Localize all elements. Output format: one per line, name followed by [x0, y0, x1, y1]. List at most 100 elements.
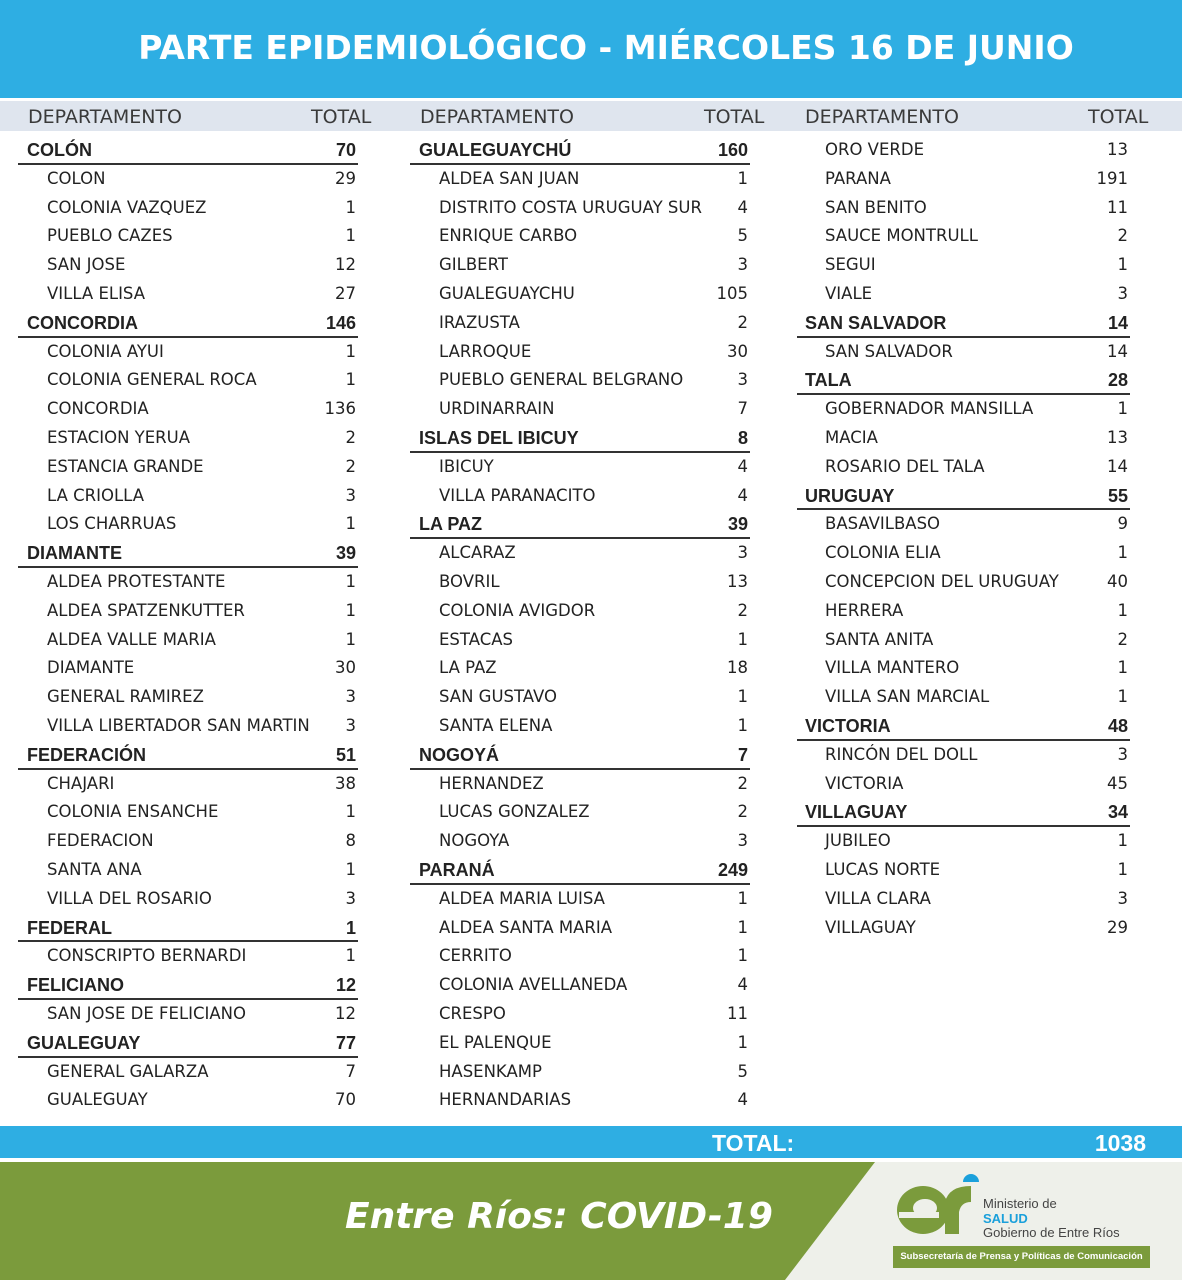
divider: [410, 537, 750, 540]
locality-total: 4: [737, 975, 749, 995]
department-row: ISLAS DEL IBICUY 8: [410, 424, 750, 453]
locality-row: GENERAL GALARZA 7: [18, 1058, 358, 1087]
department-row: SAN SALVADOR 14: [797, 309, 1130, 338]
locality-total: 3: [737, 831, 749, 851]
locality-name: CONSCRIPTO BERNARDI: [47, 946, 247, 966]
department-name: FEDERAL: [27, 917, 112, 938]
department-row: PARANÁ 249: [410, 856, 750, 885]
department-name: CONCORDIA: [27, 312, 138, 333]
locality-row: COLONIA VAZQUEZ 1: [18, 194, 358, 223]
locality-total: 3: [737, 543, 749, 563]
locality-name: ORO VERDE: [825, 140, 924, 159]
locality-total: 29: [335, 168, 356, 188]
locality-name: ALDEA SANTA MARIA: [439, 917, 613, 937]
locality-name: DIAMANTE: [47, 658, 135, 678]
locality-row: ALDEA SANTA MARIA 1: [410, 914, 750, 943]
divider: [410, 450, 750, 453]
locality-name: RINCÓN DEL DOLL: [825, 744, 978, 764]
divider: [18, 767, 358, 770]
locality-total: 13: [1107, 140, 1128, 159]
locality-row: SEGUI 1: [797, 251, 1130, 280]
department-name: TALA: [805, 370, 852, 391]
footer-green-panel: [0, 1162, 875, 1280]
locality-row: CONSCRIPTO BERNARDI 1: [18, 942, 358, 971]
locality-name: VILLA CLARA: [825, 888, 931, 908]
locality-name: COLON: [47, 168, 106, 188]
locality-row: DISTRITO COSTA URUGUAY SUR 4: [410, 194, 750, 223]
department-total: 14: [1107, 312, 1128, 333]
locality-total: 14: [1107, 456, 1128, 476]
locality-total: 12: [335, 1003, 356, 1023]
locality-row: NOGOYA 3: [410, 827, 750, 856]
locality-name: ESTANCIA GRANDE: [47, 456, 204, 476]
locality-name: EL PALENQUE: [439, 1032, 552, 1052]
locality-total: 3: [737, 370, 749, 390]
department-name: GUALEGUAYCHÚ: [419, 140, 572, 160]
locality-total: 29: [1107, 917, 1128, 937]
locality-total: 1: [345, 629, 357, 649]
locality-total: 105: [716, 283, 749, 303]
header-departamento: DEPARTAMENTO: [805, 106, 959, 128]
locality-name: ALDEA VALLE MARIA: [47, 629, 216, 649]
locality-name: ALDEA PROTESTANTE: [47, 571, 226, 591]
department-total: 48: [1107, 715, 1128, 736]
locality-total: 30: [727, 341, 748, 361]
locality-name: SAN GUSTAVO: [439, 687, 558, 707]
locality-row: SANTA ELENA 1: [410, 712, 750, 741]
locality-row: COLON 29: [18, 165, 358, 194]
department-row: FEDERAL 1: [18, 914, 358, 943]
locality-name: LA PAZ: [439, 658, 497, 678]
locality-row: VILLA CLARA 3: [797, 885, 1130, 914]
locality-row: EL PALENQUE 1: [410, 1029, 750, 1058]
locality-total: 13: [727, 571, 748, 591]
locality-row: IRAZUSTA 2: [410, 309, 750, 338]
locality-row: CERRITO 1: [410, 942, 750, 971]
locality-total: 1: [737, 946, 749, 966]
total-label: TOTAL:: [712, 1130, 795, 1156]
department-row: NOGOYÁ 7: [410, 741, 750, 770]
locality-name: VICTORIA: [825, 773, 904, 793]
locality-total: 3: [345, 888, 357, 908]
locality-total: 2: [737, 312, 749, 332]
locality-total: 1: [737, 715, 749, 735]
locality-row: ORO VERDE 13: [797, 136, 1130, 165]
department-row: GUALEGUAYCHÚ 160: [410, 136, 750, 165]
department-total: 146: [325, 312, 356, 333]
locality-total: 2: [345, 427, 357, 447]
locality-total: 1: [1117, 687, 1129, 707]
locality-row: LARROQUE 30: [410, 338, 750, 367]
locality-total: 1: [737, 917, 749, 937]
locality-name: HERNANDARIAS: [439, 1090, 572, 1110]
locality-total: 3: [1117, 744, 1129, 764]
department-name: GUALEGUAY: [27, 1032, 141, 1053]
locality-total: 18: [727, 658, 748, 678]
total-bar: TOTAL: 1038: [0, 1126, 1182, 1158]
divider: [18, 162, 358, 165]
locality-name: VILLA SAN MARCIAL: [825, 687, 990, 707]
locality-name: LUCAS GONZALEZ: [439, 802, 590, 822]
department-total: 55: [1107, 485, 1128, 506]
locality-name: ESTACAS: [439, 629, 513, 649]
ministerio-label: Ministerio de: [983, 1196, 1057, 1211]
locality-row: FEDERACION 8: [18, 827, 358, 856]
locality-name: CHAJARI: [47, 773, 115, 793]
locality-row: COLONIA GENERAL ROCA 1: [18, 366, 358, 395]
locality-row: LOS CHARRUAS 1: [18, 510, 358, 539]
locality-row: SANTA ANITA 2: [797, 626, 1130, 655]
footer: Entre Ríos: COVID-19 Ministerio de SALUD…: [0, 1162, 1182, 1280]
locality-row: CONCEPCION DEL URUGUAY 40: [797, 568, 1130, 597]
locality-total: 2: [1117, 226, 1129, 246]
locality-row: ESTACION YERUA 2: [18, 424, 358, 453]
locality-name: GENERAL RAMIREZ: [47, 687, 204, 707]
locality-total: 136: [324, 399, 357, 419]
locality-row: PUEBLO CAZES 1: [18, 222, 358, 251]
locality-total: 2: [345, 456, 357, 476]
locality-name: SANTA ANITA: [825, 629, 934, 649]
divider: [797, 825, 1130, 828]
locality-row: SAN SALVADOR 14: [797, 338, 1130, 367]
locality-row: LA PAZ 18: [410, 654, 750, 683]
locality-name: COLONIA AVELLANEDA: [439, 975, 628, 995]
locality-row: ALDEA MARIA LUISA 1: [410, 885, 750, 914]
department-name: NOGOYÁ: [419, 744, 500, 765]
locality-row: PUEBLO GENERAL BELGRANO 3: [410, 366, 750, 395]
